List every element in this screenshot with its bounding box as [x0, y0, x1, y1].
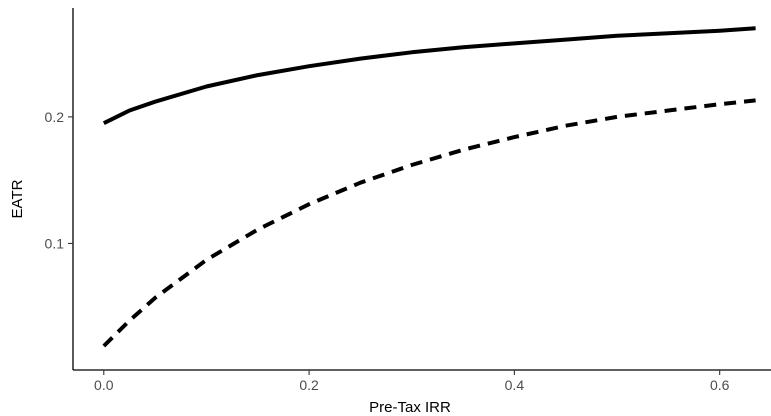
x-tick-label: 0.2: [299, 377, 319, 393]
x-tick-label: 0.6: [710, 377, 730, 393]
dashed-series-line: [102, 98, 756, 348]
y-tick-label: 0.2: [45, 109, 65, 125]
y-tick-label: 0.1: [45, 235, 65, 251]
solid-series-line: [102, 26, 756, 125]
x-axis-ticks: 0.0 0.2 0.4 0.6: [94, 370, 730, 393]
x-tick-label: 0.4: [505, 377, 525, 393]
y-axis-title: EATR: [9, 179, 26, 218]
x-tick-label: 0.0: [94, 377, 114, 393]
y-axis-ticks: 0.1 0.2: [45, 109, 73, 251]
plot-area: [102, 26, 756, 348]
x-axis-title: Pre-Tax IRR: [369, 399, 451, 416]
